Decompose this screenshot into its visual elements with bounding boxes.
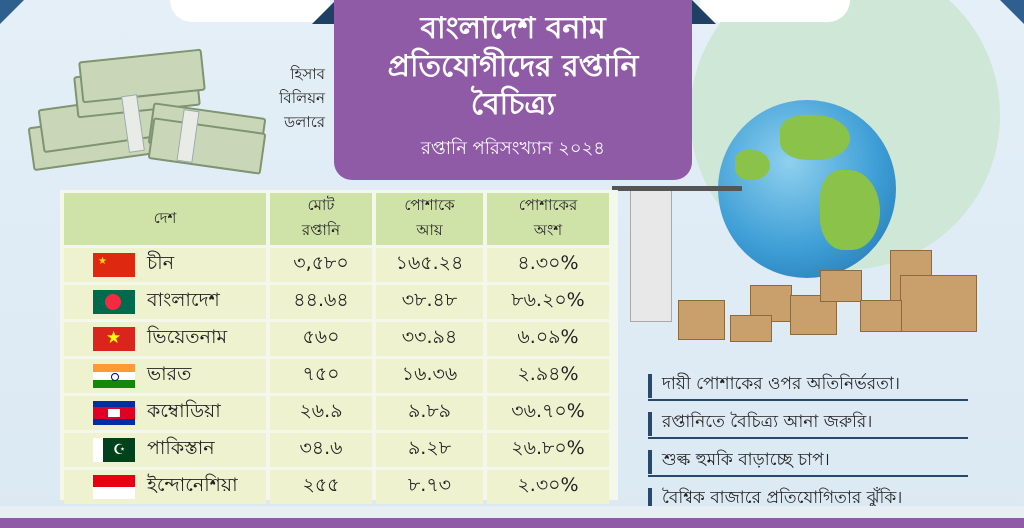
footer-strip bbox=[0, 506, 1024, 518]
unit-label: হিসাব বিলিয়ন ডলারে bbox=[255, 62, 325, 134]
total-export-cell: ২৫৫ bbox=[270, 470, 372, 504]
garment-share-cell: ২৬.৮০% bbox=[487, 433, 609, 467]
corner-decoration-right bbox=[1000, 0, 1024, 24]
garment-income-cell: ১৬৫.২৪ bbox=[376, 248, 483, 282]
unit-line-2: বিলিয়ন bbox=[279, 89, 325, 107]
country-cell: ★ চীন bbox=[64, 248, 266, 282]
table-row: কম্বোডিয়া ২৬.৯ ৯.৮৯ ৩৬.৭০% bbox=[64, 396, 609, 430]
page-subtitle: রপ্তানি পরিসংখ্যান ২০২৪ bbox=[421, 138, 605, 159]
title-notch-left bbox=[312, 0, 336, 24]
title-line-3: বৈচিত্র্য bbox=[470, 87, 556, 122]
header-total: মোট রপ্তানি bbox=[270, 193, 372, 245]
country-cell: ☪ পাকিস্তান bbox=[64, 433, 266, 467]
total-export-cell: ২৬.৯ bbox=[270, 396, 372, 430]
title-box: বাংলাদেশ বনাম প্রতিযোগীদের রপ্তানি বৈচিত… bbox=[334, 0, 692, 180]
garment-share-cell: ৬.০৯% bbox=[487, 322, 609, 356]
country-name: পাকিস্তান bbox=[147, 437, 215, 459]
country-cell: ইন্দোনেশিয়া bbox=[64, 470, 266, 504]
title-line-1: বাংলাদেশ বনাম bbox=[420, 11, 606, 46]
garment-share-cell: ৩৬.৭০% bbox=[487, 396, 609, 430]
garment-income-cell: ৩৮.৪৮ bbox=[376, 285, 483, 319]
key-point: রপ্তানিতে বৈচিত্র্য আনা জরুরি। bbox=[648, 408, 968, 439]
footer-bar bbox=[0, 518, 1024, 528]
table-row: ইন্দোনেশিয়া ২৫৫ ৮.৭৩ ২.৩০% bbox=[64, 470, 609, 504]
header-country: দেশ bbox=[64, 193, 266, 245]
header-share-line1: পোশাকের bbox=[518, 196, 578, 214]
garment-share-cell: ৮৬.২০% bbox=[487, 285, 609, 319]
india-flag-icon bbox=[93, 364, 135, 388]
table-row: বাংলাদেশ ৪৪.৬৪ ৩৮.৪৮ ৮৬.২০% bbox=[64, 285, 609, 319]
key-points: দায়ী পোশাকের ওপর অতিনির্ভরতা। রপ্তানিতে… bbox=[648, 370, 968, 522]
garment-income-cell: ৯.৮৯ bbox=[376, 396, 483, 430]
indonesia-flag-icon bbox=[93, 475, 135, 499]
garment-income-cell: ৯.২৮ bbox=[376, 433, 483, 467]
total-export-cell: ৪৪.৬৪ bbox=[270, 285, 372, 319]
page-title: বাংলাদেশ বনাম প্রতিযোগীদের রপ্তানি বৈচিত… bbox=[334, 10, 692, 124]
country-cell: ★ ভিয়েতনাম bbox=[64, 322, 266, 356]
crane-icon bbox=[612, 186, 742, 191]
table-row: ☪ পাকিস্তান ৩৪.৬ ৯.২৮ ২৬.৮০% bbox=[64, 433, 609, 467]
garment-income-cell: ১৬.৩৬ bbox=[376, 359, 483, 393]
cambodia-flag-icon bbox=[93, 401, 135, 425]
country-name: কম্বোডিয়া bbox=[147, 400, 221, 422]
garment-share-cell: ২.৯৪% bbox=[487, 359, 609, 393]
table-header-row: দেশ মোট রপ্তানি পোশাকে আয় পোশাকের অংশ bbox=[64, 193, 609, 245]
garment-share-cell: ৪.৩০% bbox=[487, 248, 609, 282]
country-name: ভিয়েতনাম bbox=[147, 326, 228, 348]
title-line-2: প্রতিযোগীদের রপ্তানি bbox=[387, 49, 639, 84]
country-name: ইন্দোনেশিয়া bbox=[147, 474, 238, 496]
key-point: শুল্ক হুমকি বাড়াচ্ছে চাপ। bbox=[648, 446, 968, 477]
header-garment-line2: আয় bbox=[416, 221, 443, 239]
building-icon bbox=[630, 190, 672, 322]
total-export-cell: ৭৫০ bbox=[270, 359, 372, 393]
bangladesh-flag-icon bbox=[93, 290, 135, 314]
header-share: পোশাকের অংশ bbox=[487, 193, 609, 245]
country-name: ভারত bbox=[147, 363, 192, 385]
header-garment-line1: পোশাকে bbox=[404, 196, 455, 214]
garment-share-cell: ২.৩০% bbox=[487, 470, 609, 504]
table-row: ★ ভিয়েতনাম ৫৬০ ৩৩.৯৪ ৬.০৯% bbox=[64, 322, 609, 356]
title-notch-right bbox=[692, 0, 716, 24]
country-name: চীন bbox=[147, 252, 175, 274]
key-point: দায়ী পোশাকের ওপর অতিনির্ভরতা। bbox=[648, 370, 968, 401]
country-cell: বাংলাদেশ bbox=[64, 285, 266, 319]
total-export-cell: ৩৪.৬ bbox=[270, 433, 372, 467]
unit-line-1: হিসাব bbox=[290, 65, 325, 83]
china-flag-icon: ★ bbox=[93, 253, 135, 277]
country-name: বাংলাদেশ bbox=[147, 289, 220, 311]
header-curve-right bbox=[700, 0, 850, 22]
country-cell: কম্বোডিয়া bbox=[64, 396, 266, 430]
pakistan-flag-icon: ☪ bbox=[93, 438, 135, 462]
header-share-line2: অংশ bbox=[533, 221, 563, 239]
table-row: ★ চীন ৩,৫৮০ ১৬৫.২৪ ৪.৩০% bbox=[64, 248, 609, 282]
vietnam-flag-icon: ★ bbox=[93, 327, 135, 351]
unit-line-3: ডলারে bbox=[284, 113, 325, 131]
total-export-cell: ৩,৫৮০ bbox=[270, 248, 372, 282]
garment-income-cell: ৩৩.৯৪ bbox=[376, 322, 483, 356]
header-garment: পোশাকে আয় bbox=[376, 193, 483, 245]
garment-income-cell: ৮.৭৩ bbox=[376, 470, 483, 504]
export-table: দেশ মোট রপ্তানি পোশাকে আয় পোশাকের অংশ ★… bbox=[60, 190, 613, 507]
header-total-line1: মোট bbox=[307, 196, 335, 214]
corner-decoration-left bbox=[0, 0, 24, 24]
header-curve-left bbox=[170, 0, 330, 22]
table-row: ভারত ৭৫০ ১৬.৩৬ ২.৯৪% bbox=[64, 359, 609, 393]
country-cell: ভারত bbox=[64, 359, 266, 393]
header-total-line2: রপ্তানি bbox=[301, 221, 341, 239]
total-export-cell: ৫৬০ bbox=[270, 322, 372, 356]
